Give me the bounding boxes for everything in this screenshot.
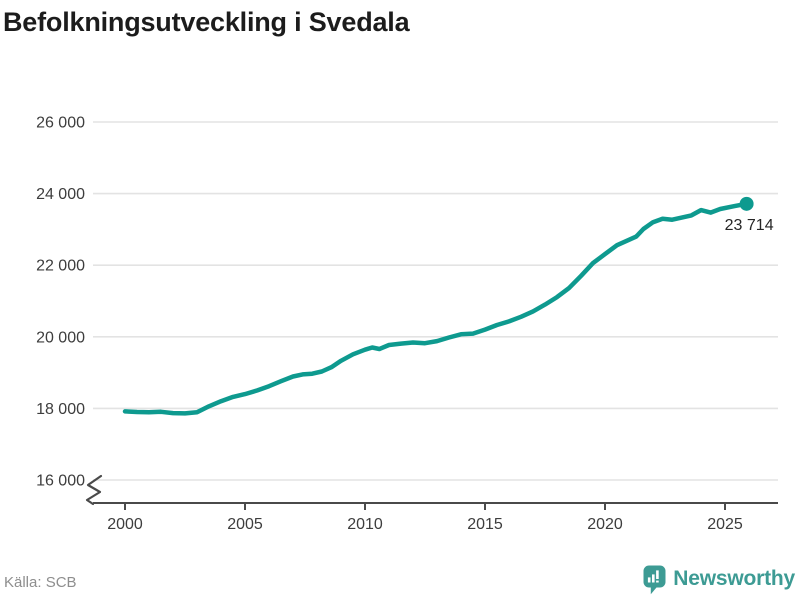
last-point-dot <box>739 196 754 211</box>
newsworthy-badge-icon <box>643 565 666 595</box>
gridlines <box>93 121 778 481</box>
last-value-label: 23 714 <box>725 217 774 234</box>
x-tick-label: 2005 <box>227 516 263 533</box>
axis-break-icon <box>85 474 103 506</box>
x-tick-label: 2015 <box>467 516 503 533</box>
chart-title: Befolkningsutveckling i Svedala <box>3 7 410 37</box>
x-axis-labels: 2000 2005 2010 2015 2020 2025 <box>107 516 743 533</box>
y-tick-label: 24 000 <box>36 186 85 203</box>
x-axis <box>93 502 778 510</box>
source-label: Källa: SCB <box>4 574 77 591</box>
x-tick-label: 2025 <box>707 516 743 533</box>
y-axis-labels: 16 000 18 000 20 000 22 000 24 000 26 000 <box>36 115 85 490</box>
newsworthy-wordmark: Newsworthy <box>673 567 795 590</box>
x-tick-label: 2000 <box>107 516 143 533</box>
y-tick-label: 22 000 <box>36 258 85 275</box>
line-chart: 16 000 18 000 20 000 22 000 24 000 26 000 200… <box>36 115 778 533</box>
population-line-series <box>122 201 749 416</box>
x-tick-label: 2020 <box>587 516 623 533</box>
y-tick-label: 16 000 <box>36 473 85 490</box>
bar-chart-glyph <box>648 570 659 583</box>
y-tick-label: 18 000 <box>36 401 85 418</box>
y-tick-label: 26 000 <box>36 115 85 132</box>
newsworthy-logo[interactable]: Newsworthy <box>643 565 795 595</box>
x-tick-label: 2010 <box>347 516 383 533</box>
y-tick-label: 20 000 <box>36 329 85 346</box>
